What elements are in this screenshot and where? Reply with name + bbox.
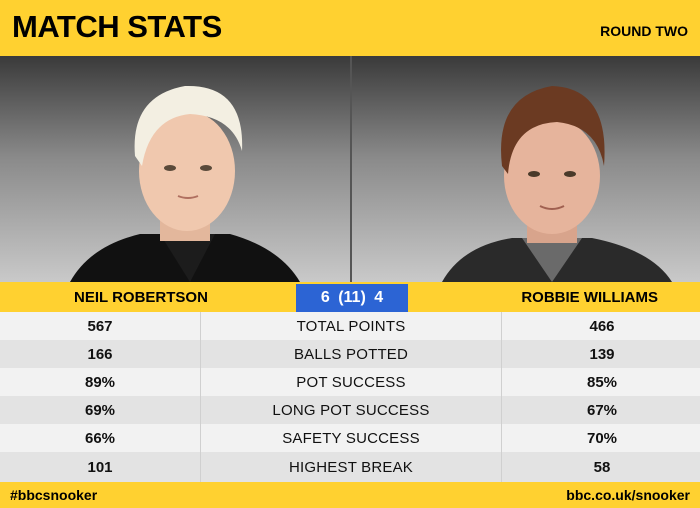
stat-label: HIGHEST BREAK <box>288 458 414 476</box>
player-photos <box>0 56 700 282</box>
stat-label: TOTAL POINTS <box>296 317 406 335</box>
site-link[interactable]: bbc.co.uk/snooker <box>566 487 690 503</box>
stat-label: SAFETY SUCCESS <box>282 429 420 447</box>
stat-value-right: 67% <box>586 401 618 419</box>
player-portrait-right <box>442 86 672 282</box>
column-divider <box>200 312 201 482</box>
player-photo-right <box>350 56 700 282</box>
stat-label: BALLS POTTED <box>293 345 409 363</box>
stat-value-left: 66% <box>84 429 116 447</box>
page-title: MATCH STATS <box>12 9 222 44</box>
stat-row: 101 HIGHEST BREAK 58 <box>0 452 700 482</box>
stat-row: 89% POT SUCCESS 85% <box>0 368 700 396</box>
stat-value-left: 69% <box>84 401 116 419</box>
stat-value-right: 466 <box>589 317 615 335</box>
stat-value-left: 89% <box>84 373 116 391</box>
stat-value-right: 70% <box>586 429 618 447</box>
stat-value-left: 101 <box>87 458 113 476</box>
stat-row: 66% SAFETY SUCCESS 70% <box>0 424 700 452</box>
round-label: ROUND TWO <box>600 23 688 39</box>
stat-value-left: 567 <box>87 317 113 335</box>
stat-row: 69% LONG POT SUCCESS 67% <box>0 396 700 424</box>
player-portrait-left <box>70 85 300 282</box>
stats-table: 567 TOTAL POINTS 466 166 BALLS POTTED 13… <box>0 312 700 482</box>
score-badge: 6 (11) 4 <box>296 284 408 312</box>
player-photo-left <box>0 56 350 282</box>
column-divider <box>501 312 502 482</box>
player-name-left: NEIL ROBERTSON <box>74 289 208 306</box>
stat-value-right: 85% <box>586 373 618 391</box>
stat-value-left: 166 <box>87 345 113 363</box>
stat-label: POT SUCCESS <box>296 373 406 391</box>
footer-bar: #bbcsnooker bbc.co.uk/snooker <box>0 482 700 508</box>
hashtag-label: #bbcsnooker <box>10 487 98 503</box>
stat-label: LONG POT SUCCESS <box>272 401 430 419</box>
stat-value-right: 139 <box>589 345 615 363</box>
header-bar: MATCH STATS ROUND TWO <box>0 0 700 56</box>
stat-row: 567 TOTAL POINTS 466 <box>0 312 700 340</box>
stat-row: 166 BALLS POTTED 139 <box>0 340 700 368</box>
stat-value-right: 58 <box>593 458 611 476</box>
player-name-right: ROBBIE WILLIAMS <box>521 289 658 306</box>
